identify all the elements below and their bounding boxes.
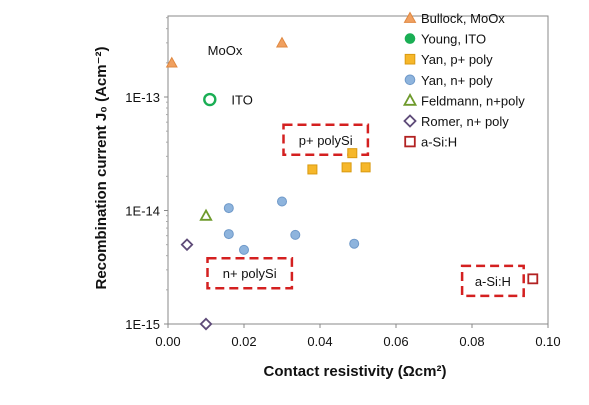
data-point-yan-p-poly xyxy=(347,148,358,159)
data-point-bullock-moox xyxy=(275,36,289,48)
data-point-yan-n-poly xyxy=(277,196,287,207)
annotation-label-ito: ITO xyxy=(231,93,252,108)
y-tick-label: 1E-15 xyxy=(125,317,160,332)
data-point-yan-n-poly xyxy=(223,229,234,240)
legend-marker-young-ito xyxy=(404,33,416,44)
legend-label-yan-p-poly: Yan, p+ poly xyxy=(421,52,493,67)
data-point-romer-n-poly xyxy=(199,317,213,331)
x-tick-label: 0.04 xyxy=(307,334,332,349)
legend-label-feldmann-n-poly: Feldmann, n+poly xyxy=(421,93,525,108)
plot-frame xyxy=(167,15,549,325)
annotation-label-p-polysi: p+ polySi xyxy=(299,133,353,148)
data-point-yan-p-poly xyxy=(360,162,371,173)
data-point-yan-n-poly xyxy=(223,203,234,214)
data-point-yan-n-poly xyxy=(349,238,360,249)
y-tick-label: 1E-14 xyxy=(125,204,160,219)
data-point-yan-n-poly xyxy=(290,229,301,240)
annotation-box-p-polysi xyxy=(282,123,370,157)
legend: Bullock, MoOx Young, ITO Yan, p+ poly Yan, … xyxy=(402,11,525,150)
x-tick-label: 0.06 xyxy=(383,334,408,349)
x-tick-label: 0.02 xyxy=(231,334,256,349)
annotations-layer: MoOx ITO p+ polySi n+ polySi a-Si:H xyxy=(206,43,525,298)
annotation-label-moox: MoOx xyxy=(208,43,243,58)
x-tick-label: 0.00 xyxy=(155,334,180,349)
x-axis-title: Contact resistivity (Ωcm²) xyxy=(264,363,447,380)
y-axis-title: Recombination current J₀ (Acm⁻²) xyxy=(93,46,110,289)
data-points-layer xyxy=(165,36,539,331)
data-point-romer-n-poly xyxy=(180,238,194,252)
legend-label-young-ito: Young, ITO xyxy=(421,32,486,47)
data-point-young-ito xyxy=(203,92,217,107)
axes-layer: 0.00 0.02 0.04 0.06 0.08 0.10 1E-15 1E-14 1E-13 xyxy=(125,15,561,349)
data-point-yan-n-poly xyxy=(239,244,249,255)
legend-label-bullock-moox: Bullock, MoOx xyxy=(421,11,505,26)
data-point-a-si-h xyxy=(527,273,539,285)
legend-marker-a-si-h xyxy=(404,135,416,148)
x-tick-label: 0.10 xyxy=(535,334,560,349)
legend-marker-yan-p-poly xyxy=(404,53,416,65)
data-point-yan-p-poly xyxy=(341,162,352,173)
legend-label-yan-n-poly: Yan, n+ poly xyxy=(421,73,493,88)
legend-label-romer-n-poly: Romer, n+ poly xyxy=(421,114,509,129)
annotation-box-a-si-h xyxy=(460,264,525,298)
axis-titles: Contact resistivity (Ωcm²) Recombination… xyxy=(93,46,446,380)
data-point-bullock-moox xyxy=(165,56,178,68)
legend-marker-romer-n-poly xyxy=(403,114,417,128)
annotation-box-n-polysi xyxy=(206,256,294,290)
y-tick-label: 1E-13 xyxy=(125,90,160,105)
data-point-yan-p-poly xyxy=(307,164,318,175)
data-point-feldmann-n-poly xyxy=(199,208,213,221)
legend-marker-feldmann-n-poly xyxy=(402,93,418,106)
x-tick-label: 0.08 xyxy=(459,334,484,349)
legend-marker-bullock-moox xyxy=(403,11,417,23)
legend-marker-yan-n-poly xyxy=(404,74,416,86)
legend-label-a-si-h: a-Si:H xyxy=(421,135,457,150)
annotation-label-n-polysi: n+ polySi xyxy=(223,266,277,281)
annotation-label-a-si-h: a-Si:H xyxy=(475,274,511,289)
